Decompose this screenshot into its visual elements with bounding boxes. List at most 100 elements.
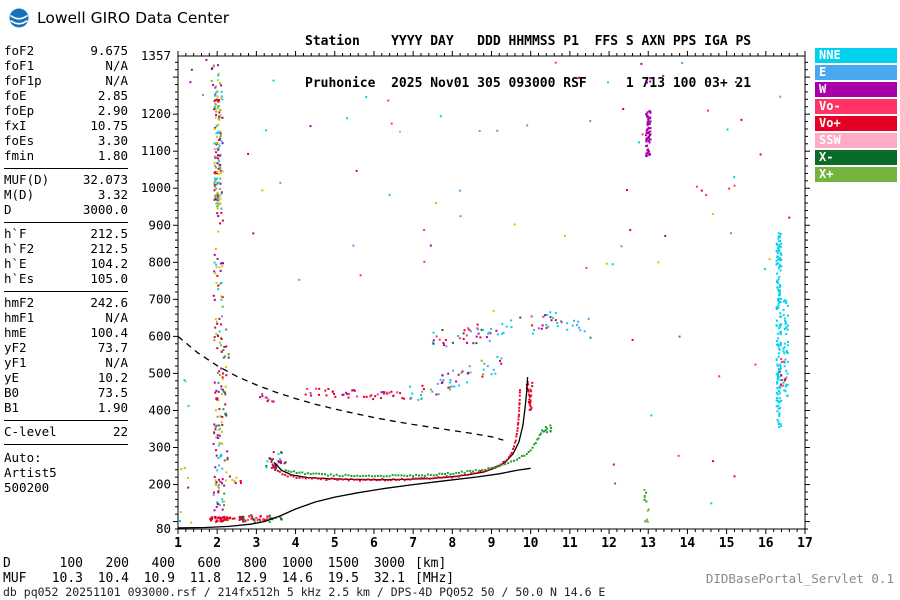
param-row: D 3000.0 <box>4 202 128 217</box>
legend-item-nne: NNE <box>815 48 897 63</box>
param-label: h`F2 <box>4 241 35 256</box>
param-value: N/A <box>105 58 128 73</box>
param-group: h`F 212.5 h`F2 212.5 h`E 104.2 h`Es 105.0 <box>4 222 128 291</box>
svg-text:1200: 1200 <box>141 106 171 121</box>
svg-text:700: 700 <box>148 291 171 306</box>
param-label: foF1p <box>4 73 42 88</box>
servlet-version: DIDBasePortal_Servlet 0.1 <box>705 571 894 586</box>
row-unit: [MHz] <box>415 571 455 586</box>
param-value: N/A <box>105 355 128 370</box>
param-value: 22 <box>112 424 128 439</box>
svg-text:14: 14 <box>680 536 696 551</box>
legend-item-xplus: X+ <box>815 167 897 182</box>
param-label: B1 <box>4 400 20 415</box>
param-label: foEp <box>4 103 35 118</box>
svg-text:17: 17 <box>797 536 813 551</box>
row-value: 1000 <box>281 556 313 571</box>
param-row: fmin 1.80 <box>4 148 128 163</box>
row-value: 400 <box>151 556 175 571</box>
svg-text:13: 13 <box>640 536 656 551</box>
legend-item-voplus: Vo+ <box>815 116 897 131</box>
brand: Lowell GIRO Data Center <box>8 7 229 29</box>
param-row: M(D) 3.32 <box>4 187 128 202</box>
param-value: 2.85 <box>97 88 128 103</box>
param-row: h`F2 212.5 <box>4 241 128 256</box>
param-label: foE <box>4 88 27 103</box>
svg-text:6: 6 <box>370 536 378 551</box>
param-value: 212.5 <box>90 241 128 256</box>
param-label: fmin <box>4 148 35 163</box>
param-label: hmE <box>4 325 27 340</box>
distance-row: D 100 200 400 600 800 1000 1500 3000 [km] <box>3 556 454 571</box>
param-label: foF1 <box>4 58 35 73</box>
param-label: MUF(D) <box>4 172 50 187</box>
param-value: 104.2 <box>90 256 128 271</box>
legend-item-vominus: Vo- <box>815 99 897 114</box>
row-value: 100 <box>59 556 83 571</box>
svg-text:1000: 1000 <box>141 180 171 195</box>
legend-item-ssw: SSW <box>815 133 897 148</box>
param-value: 73.5 <box>97 385 128 400</box>
row-value: 800 <box>243 556 267 571</box>
svg-text:7: 7 <box>409 536 417 551</box>
brand-title: Lowell GIRO Data Center <box>37 9 230 27</box>
param-group: foF2 9.675 foF1 N/A foF1p N/A foE 2.85 foEp 2.90 f… <box>4 40 128 168</box>
svg-text:4: 4 <box>292 536 300 551</box>
row-value: 1500 <box>327 556 359 571</box>
param-row: hmF1 N/A <box>4 310 128 325</box>
param-label: hmF1 <box>4 310 35 325</box>
svg-text:2: 2 <box>213 536 221 551</box>
param-value: 3.32 <box>97 187 128 202</box>
row-label: MUF <box>3 571 27 586</box>
param-row: yE 10.2 <box>4 370 128 385</box>
svg-text:1357: 1357 <box>141 48 171 63</box>
param-row: foF1p N/A <box>4 73 128 88</box>
svg-text:12: 12 <box>601 536 617 551</box>
param-row: hmF2 242.6 <box>4 295 128 310</box>
param-value: 1.80 <box>97 148 128 163</box>
svg-text:300: 300 <box>148 440 171 455</box>
param-row: MUF(D) 32.073 <box>4 172 128 187</box>
param-label: B0 <box>4 385 20 400</box>
ionogram-plot[interactable]: 1 2 3 4 5 6 7 8 9 10 11 12 13 14 15 16 17135712001100100… <box>130 46 820 551</box>
param-value: 105.0 <box>90 271 128 286</box>
param-value: 212.5 <box>90 226 128 241</box>
param-row: foF1 N/A <box>4 58 128 73</box>
param-value: 1.90 <box>97 400 128 415</box>
param-value: N/A <box>105 310 128 325</box>
autoscaling-block: Auto: Artist5 500200 <box>4 450 128 495</box>
param-value: N/A <box>105 73 128 88</box>
row-value: 19.5 <box>327 571 359 586</box>
svg-text:500: 500 <box>148 365 171 380</box>
station-info: Station YYYY DAY DDD HHMMSS P1 FFS S AXN… <box>305 7 751 105</box>
param-label: yF1 <box>4 355 27 370</box>
param-row: h`E 104.2 <box>4 256 128 271</box>
svg-text:11: 11 <box>562 536 578 551</box>
param-label: foEs <box>4 133 35 148</box>
row-value: 600 <box>197 556 221 571</box>
row-value: 32.1 <box>373 571 405 586</box>
param-value: 10.2 <box>97 370 128 385</box>
param-label: D <box>4 202 12 217</box>
param-label: h`F <box>4 226 27 241</box>
param-label: h`E <box>4 256 27 271</box>
svg-text:900: 900 <box>148 217 171 232</box>
svg-text:800: 800 <box>148 254 171 269</box>
svg-text:1: 1 <box>174 536 182 551</box>
param-row: foEs 3.30 <box>4 133 128 148</box>
param-value: 2.90 <box>97 103 128 118</box>
autoscaling-line: 500200 <box>4 480 50 495</box>
svg-text:10: 10 <box>523 536 539 551</box>
row-unit: [km] <box>415 556 447 571</box>
param-row: foE 2.85 <box>4 88 128 103</box>
param-row: C-level 22 <box>4 424 128 439</box>
param-value: 3.30 <box>97 133 128 148</box>
svg-text:15: 15 <box>719 536 735 551</box>
svg-text:600: 600 <box>148 328 171 343</box>
param-group: MUF(D) 32.073 M(D) 3.32 D 3000.0 <box>4 168 128 222</box>
svg-text:1100: 1100 <box>141 143 171 158</box>
legend-item-w: W <box>815 82 897 97</box>
param-row: hmE 100.4 <box>4 325 128 340</box>
param-label: yE <box>4 370 20 385</box>
svg-text:16: 16 <box>758 536 774 551</box>
